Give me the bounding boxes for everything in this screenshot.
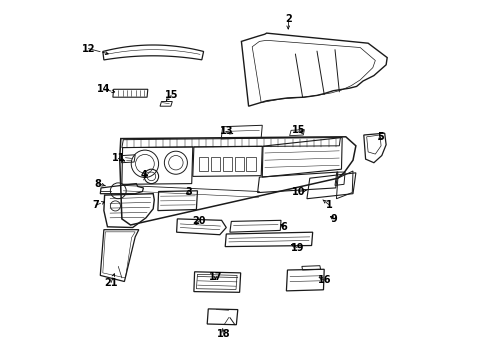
- Text: 14: 14: [97, 84, 111, 94]
- Text: 11: 11: [112, 153, 125, 163]
- Text: 7: 7: [92, 200, 99, 210]
- Text: 13: 13: [220, 126, 233, 136]
- Text: 1: 1: [326, 200, 333, 210]
- Text: 17: 17: [209, 272, 222, 282]
- Text: 20: 20: [192, 216, 206, 226]
- Text: 8: 8: [94, 179, 101, 189]
- Text: 12: 12: [82, 44, 95, 54]
- Bar: [211, 157, 220, 171]
- Text: 18: 18: [217, 329, 230, 339]
- Text: 10: 10: [292, 186, 306, 197]
- Text: 2: 2: [285, 14, 292, 24]
- Text: 9: 9: [331, 214, 338, 224]
- Text: 15: 15: [165, 90, 178, 100]
- Text: 15: 15: [292, 125, 306, 135]
- Bar: [246, 157, 256, 171]
- Bar: [222, 157, 232, 171]
- Text: 3: 3: [186, 186, 193, 197]
- Text: 21: 21: [104, 278, 118, 288]
- Text: 16: 16: [318, 275, 331, 285]
- Text: 6: 6: [280, 222, 287, 232]
- Text: 4: 4: [141, 170, 147, 180]
- Bar: [235, 157, 244, 171]
- Text: 19: 19: [291, 243, 304, 253]
- Text: 5: 5: [378, 132, 385, 142]
- Bar: [199, 157, 208, 171]
